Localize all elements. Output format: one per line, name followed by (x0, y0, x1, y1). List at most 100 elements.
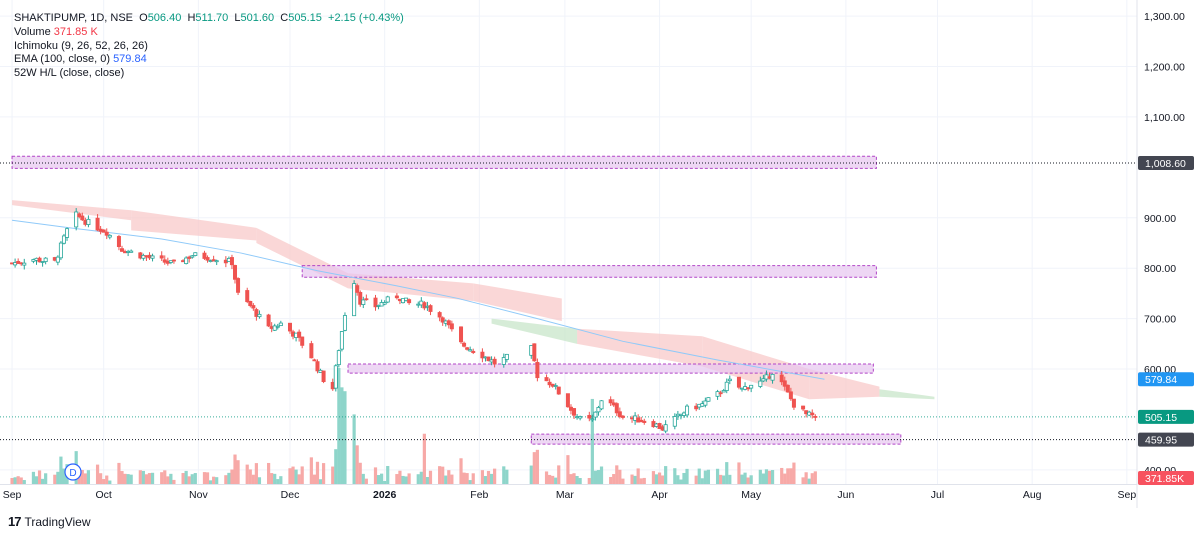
volume-bar (657, 472, 662, 484)
tradingview-logo[interactable]: 17 TradingView (8, 514, 91, 529)
candle-body (657, 423, 662, 429)
volume-bar (230, 469, 234, 484)
x-tick-label: Aug (1023, 489, 1042, 501)
volume-bar (676, 475, 680, 484)
zone-rectangle[interactable] (11, 155, 877, 169)
volume-bar (315, 461, 320, 484)
volume-bar (331, 466, 335, 484)
volume-bar (340, 387, 344, 484)
price-badge-label: 579.84 (1145, 374, 1177, 386)
candle-body (532, 343, 537, 362)
candle-body (77, 213, 82, 218)
volume-bar (123, 473, 127, 484)
candle-body (321, 370, 326, 383)
candle-body (758, 380, 763, 387)
tradingview-logo-text: TradingView (24, 514, 91, 529)
volume-bar (813, 471, 817, 484)
candle-body (120, 248, 125, 252)
volume-bar (141, 470, 145, 484)
price-badge-label: 1,008.60 (1145, 158, 1186, 170)
candle-body (782, 380, 787, 387)
legend-symbol[interactable]: SHAKTIPUMP, 1D, NSE (14, 12, 133, 24)
candle-body (116, 236, 121, 248)
legend-volume-row[interactable]: Volume 371.85 K (14, 26, 404, 40)
price-badge-label: 505.15 (1145, 412, 1177, 424)
volume-bar (205, 472, 210, 484)
volume-bar (380, 473, 384, 484)
ichimoku-cloud-segment (348, 273, 474, 301)
y-tick-label: 1,200.00 (1144, 62, 1185, 74)
candle-body (245, 290, 250, 303)
event-marker-d[interactable]: D (64, 463, 82, 481)
volume-bar (758, 469, 762, 484)
volume-bar (599, 466, 604, 484)
volume-bar (728, 474, 732, 484)
volume-bar (428, 470, 433, 484)
support-resistance-zones[interactable] (11, 155, 902, 445)
price-badge-bg (1138, 432, 1194, 447)
volume-bar (483, 476, 488, 484)
candle-body (810, 412, 815, 416)
candle-body (257, 313, 262, 318)
candle-body (336, 350, 341, 366)
volume-bar (654, 474, 659, 484)
y-tick-label: 800.00 (1144, 263, 1176, 275)
zone-rectangle[interactable] (530, 433, 902, 445)
candle-body (275, 325, 280, 328)
candle-body (394, 295, 399, 299)
volume-bar (208, 480, 213, 484)
volume-bar (664, 466, 668, 484)
volume-bar (321, 463, 326, 484)
candle-body (287, 322, 292, 332)
volume-bar (529, 465, 533, 484)
tradingview-logo-icon: 17 (8, 514, 22, 529)
volume-bar (438, 466, 442, 484)
legend-ichimoku-row[interactable]: Ichimoku (9, 26, 52, 26, 26) (14, 40, 404, 54)
candle-body (608, 399, 613, 404)
x-tick-label: May (741, 489, 762, 501)
volume-bar (166, 476, 170, 484)
volume-bar (740, 474, 744, 484)
price-badge-label: 459.95 (1145, 435, 1177, 447)
candle-body (352, 283, 357, 317)
volume-bar (639, 478, 643, 484)
legend-ema-row[interactable]: EMA (100, close, 0) 579.84 (14, 53, 404, 67)
price-badges: 1,008.60 579.84 505.15 459.95 371.85K (1138, 156, 1194, 485)
volume-bar (291, 466, 295, 484)
candle-body (599, 400, 604, 410)
candle-body (480, 351, 485, 359)
legend-52w-label: 52W H/L (close, close) (14, 67, 125, 80)
volume-bar (34, 476, 39, 484)
ichimoku-cloud-segment (491, 318, 578, 344)
candle-body (251, 305, 256, 309)
zone-rectangle[interactable] (347, 363, 874, 374)
candle-body (74, 211, 79, 228)
candle-body (614, 403, 619, 414)
candle-body (486, 356, 491, 362)
event-marker-circle[interactable] (64, 463, 82, 481)
volume-bar (465, 473, 469, 484)
candle-body (706, 397, 711, 402)
candle-body (104, 231, 109, 236)
legend-open-label: O (139, 12, 148, 24)
volume-bar (532, 452, 536, 484)
volume-bar (334, 449, 338, 484)
volume-bar (749, 475, 753, 484)
candle-body (278, 322, 283, 327)
candle-body (358, 292, 363, 305)
volume-bar (364, 478, 368, 484)
legend-52w-row[interactable]: 52W H/L (close, close) (14, 67, 404, 81)
volume-bar (551, 475, 555, 484)
volume-bar (489, 473, 494, 484)
volume-bar (450, 474, 454, 484)
zone-rectangle[interactable] (301, 265, 877, 278)
volume-bar (181, 473, 185, 484)
candle-body (727, 378, 732, 382)
x-tick-label: Mar (556, 489, 575, 501)
candle-body (266, 314, 271, 327)
volume-bar (618, 469, 622, 484)
candle-body (355, 285, 360, 293)
volume-bar (19, 477, 23, 484)
volume-bar (59, 456, 63, 484)
